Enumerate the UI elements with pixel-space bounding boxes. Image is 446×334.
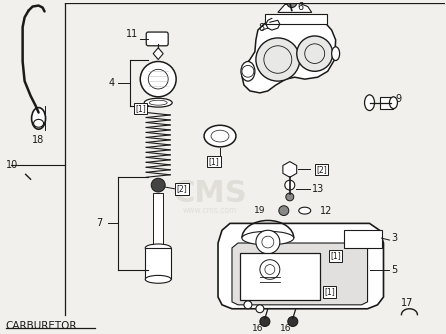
Circle shape — [260, 317, 270, 326]
Text: 16: 16 — [252, 324, 264, 333]
Circle shape — [244, 301, 252, 309]
Ellipse shape — [299, 207, 311, 214]
Text: CMS: CMS — [173, 179, 248, 208]
Polygon shape — [153, 48, 163, 59]
Circle shape — [256, 38, 300, 81]
Polygon shape — [232, 243, 368, 305]
Bar — [265, 14, 326, 24]
Circle shape — [256, 305, 264, 313]
Ellipse shape — [242, 231, 294, 245]
Text: 3: 3 — [392, 233, 397, 243]
Ellipse shape — [389, 97, 397, 109]
Ellipse shape — [32, 108, 45, 129]
Circle shape — [285, 180, 295, 190]
Text: 11: 11 — [126, 29, 139, 39]
Text: 13: 13 — [312, 184, 324, 194]
Text: 12: 12 — [320, 206, 332, 216]
Text: www.cms.com: www.cms.com — [183, 206, 237, 215]
Ellipse shape — [364, 95, 375, 111]
Bar — [145, 248, 171, 279]
Text: 18: 18 — [33, 135, 45, 145]
Circle shape — [260, 260, 280, 279]
Text: 19: 19 — [254, 206, 266, 215]
Circle shape — [297, 36, 333, 71]
Text: [1]: [1] — [135, 104, 146, 113]
Ellipse shape — [332, 47, 340, 60]
Text: 10: 10 — [6, 160, 18, 170]
Bar — [380, 97, 393, 109]
Ellipse shape — [145, 276, 171, 283]
Text: 4: 4 — [108, 78, 115, 88]
Ellipse shape — [144, 98, 172, 107]
Text: [1]: [1] — [330, 251, 341, 260]
Text: [2]: [2] — [316, 165, 327, 174]
Circle shape — [140, 61, 176, 97]
Bar — [240, 253, 320, 300]
Text: 5: 5 — [392, 265, 398, 275]
Ellipse shape — [204, 125, 236, 147]
Text: CARBURETOR: CARBURETOR — [6, 321, 77, 331]
Ellipse shape — [241, 61, 255, 81]
Text: [1]: [1] — [209, 157, 219, 166]
FancyBboxPatch shape — [146, 32, 168, 46]
Bar — [153, 193, 163, 247]
Text: [2]: [2] — [177, 185, 187, 193]
Circle shape — [151, 178, 165, 192]
Text: 9: 9 — [396, 94, 401, 104]
Text: 8: 8 — [258, 23, 264, 33]
Polygon shape — [218, 223, 384, 309]
Polygon shape — [278, 3, 312, 12]
Circle shape — [286, 193, 294, 201]
Text: 16: 16 — [280, 324, 292, 333]
Text: 6: 6 — [298, 2, 304, 12]
Text: 17: 17 — [401, 298, 413, 308]
Circle shape — [256, 230, 280, 254]
Ellipse shape — [145, 244, 171, 252]
Polygon shape — [242, 16, 336, 93]
Bar — [343, 230, 381, 248]
Circle shape — [287, 0, 297, 8]
Circle shape — [288, 317, 298, 326]
Circle shape — [279, 206, 289, 215]
Text: 7: 7 — [96, 218, 103, 228]
Text: [1]: [1] — [324, 288, 335, 297]
